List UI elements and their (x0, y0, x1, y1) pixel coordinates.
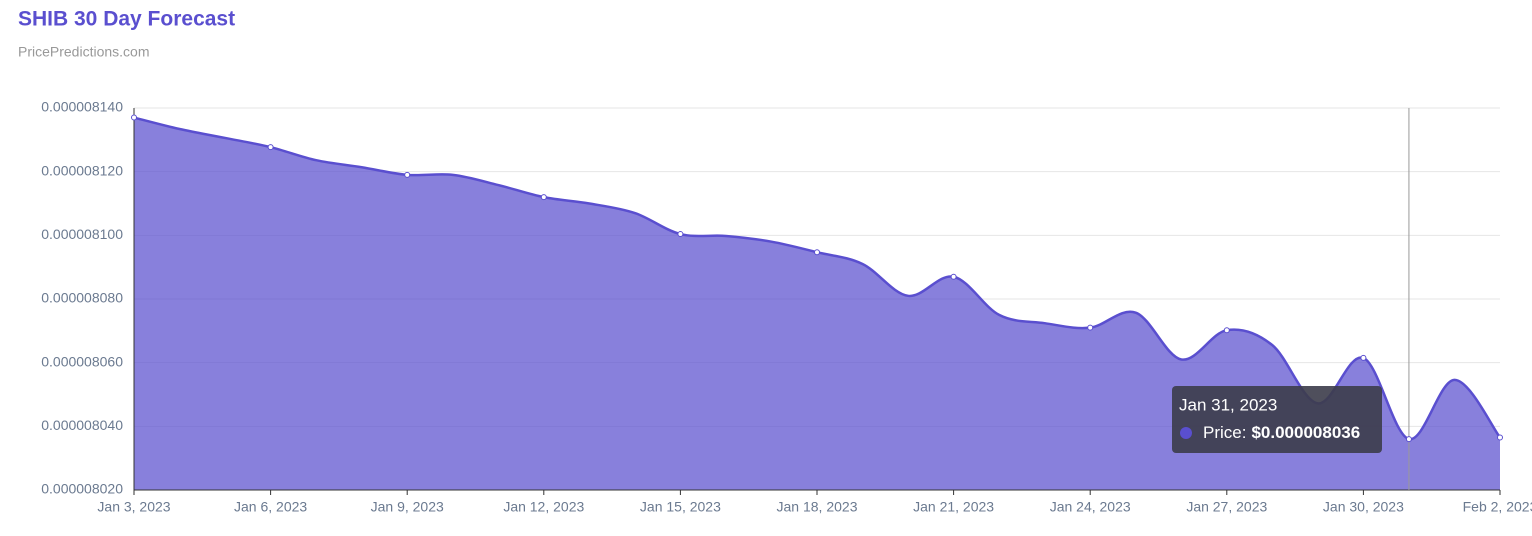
point-marker (267, 144, 274, 151)
point-marker (1360, 354, 1367, 361)
tooltip-title: Jan 31, 2023 (1179, 395, 1277, 414)
x-tick-label: Jan 21, 2023 (913, 499, 994, 515)
point-marker (1087, 324, 1094, 331)
y-tick-label: 0.000008080 (41, 290, 123, 306)
x-tick-label: Jan 15, 2023 (640, 499, 721, 515)
x-tick-label: Jan 18, 2023 (777, 499, 858, 515)
x-tick-label: Jan 9, 2023 (371, 499, 444, 515)
y-tick-label: 0.000008040 (41, 417, 123, 433)
area-fill (134, 117, 1500, 491)
tooltip-value: $0.000008036 (1251, 423, 1360, 442)
tooltip: Jan 31, 2023 Price: $0.000008036 (1172, 386, 1382, 453)
point-marker (540, 194, 547, 201)
point-marker (131, 114, 137, 121)
point-marker (950, 273, 957, 280)
x-tick-label: Jan 3, 2023 (97, 499, 170, 515)
x-tick-label: Jan 27, 2023 (1186, 499, 1267, 515)
tooltip-box (1172, 386, 1382, 453)
x-tick-label: Jan 24, 2023 (1050, 499, 1131, 515)
y-tick-label: 0.000008120 (41, 162, 123, 178)
y-tick-label: 0.000008060 (41, 353, 123, 369)
point-marker (1223, 327, 1230, 334)
point-marker (1497, 434, 1503, 441)
point-marker (814, 249, 820, 256)
x-tick-label: Jan 30, 2023 (1323, 499, 1404, 515)
chart-title: SHIB 30 Day Forecast (18, 8, 235, 31)
chart-subtitle: PricePredictions.com (18, 44, 150, 60)
point-marker (404, 171, 411, 178)
x-tick-label: Jan 12, 2023 (503, 499, 584, 515)
y-tick-label: 0.000008100 (41, 226, 123, 242)
x-tick-label: Feb 2, 2023 (1463, 499, 1532, 515)
hover-marker (1405, 436, 1412, 443)
y-tick-label: 0.000008020 (41, 481, 123, 497)
tooltip-label: Price: (1203, 423, 1246, 442)
y-tick-label: 0.000008140 (41, 99, 123, 115)
tooltip-swatch (1180, 427, 1192, 439)
point-marker (677, 231, 684, 238)
x-tick-label: Jan 6, 2023 (234, 499, 307, 515)
tooltip-row: Price: $0.000008036 (1203, 423, 1360, 442)
